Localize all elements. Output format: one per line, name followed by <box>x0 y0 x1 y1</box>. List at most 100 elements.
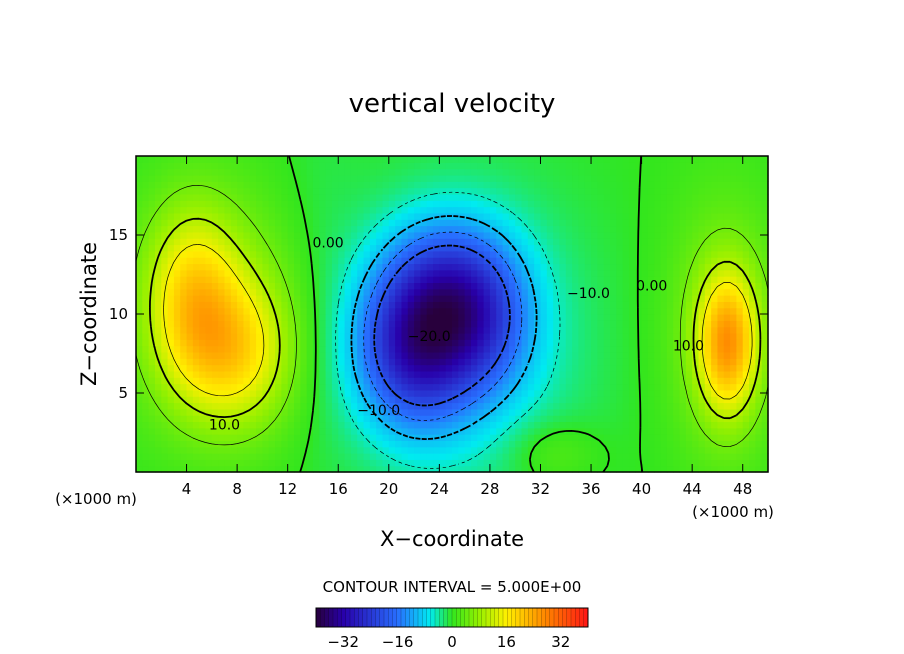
heatmap-cell <box>281 427 289 435</box>
heatmap-cell <box>736 181 744 189</box>
heatmap-cell <box>553 276 561 283</box>
heatmap-cell <box>508 181 516 189</box>
heatmap-cell <box>161 434 169 441</box>
heatmap-cell <box>205 187 213 195</box>
heatmap-cell <box>148 440 156 448</box>
heatmap-cell <box>186 351 194 359</box>
heatmap-cell <box>420 377 428 385</box>
heatmap-cell <box>755 162 763 170</box>
heatmap-cell <box>534 174 542 182</box>
heatmap-cell <box>698 174 706 182</box>
heatmap-cell <box>515 314 523 321</box>
heatmap-cell <box>565 446 573 454</box>
heatmap-cell <box>262 263 270 271</box>
chart-title: vertical velocity <box>349 89 556 119</box>
heatmap-cell <box>237 162 245 170</box>
heatmap-cell <box>464 162 472 170</box>
heatmap-cell <box>502 162 510 170</box>
heatmap-cell <box>243 219 251 227</box>
heatmap-cell <box>584 295 592 302</box>
heatmap-cell <box>489 320 497 328</box>
heatmap-cell <box>692 421 700 429</box>
heatmap-cell <box>660 244 668 252</box>
heatmap-cell <box>306 358 314 366</box>
heatmap-cell <box>730 339 737 347</box>
heatmap-cell <box>180 396 188 404</box>
heatmap-cell <box>357 364 365 372</box>
heatmap-cell <box>268 408 276 416</box>
heatmap-cell <box>698 301 706 309</box>
heatmap-cell <box>628 263 636 271</box>
heatmap-cell <box>673 415 681 423</box>
heatmap-cell <box>464 314 472 321</box>
heatmap-cell <box>559 389 567 397</box>
heatmap-cell <box>331 200 339 208</box>
heatmap-cell <box>230 219 238 227</box>
heatmap-cell <box>755 351 763 359</box>
heatmap-cell <box>344 345 352 353</box>
heatmap-cell <box>376 465 384 473</box>
heatmap-cell <box>262 314 270 321</box>
heatmap-cell <box>312 212 320 220</box>
heatmap-cell <box>470 225 478 233</box>
heatmap-cell <box>730 193 737 201</box>
heatmap-cell <box>723 421 731 429</box>
heatmap-cell <box>439 200 447 208</box>
heatmap-cell <box>452 326 459 334</box>
heatmap-cell <box>540 345 548 353</box>
heatmap-cell <box>268 314 276 321</box>
heatmap-cell <box>331 219 339 227</box>
heatmap-cell <box>477 427 485 435</box>
heatmap-cell <box>180 244 188 252</box>
heatmap-cell <box>445 193 453 201</box>
heatmap-cell <box>698 276 706 283</box>
heatmap-cell <box>161 351 169 359</box>
heatmap-cell <box>628 168 636 176</box>
heatmap-cell <box>673 282 681 290</box>
heatmap-cell <box>730 181 737 189</box>
heatmap-cell <box>142 377 150 385</box>
heatmap-cell <box>553 238 561 246</box>
heatmap-cell <box>572 332 579 340</box>
heatmap-cell <box>211 219 219 227</box>
heatmap-cell <box>243 295 251 302</box>
heatmap-cell <box>294 231 301 239</box>
heatmap-cell <box>294 193 301 201</box>
heatmap-cell <box>641 244 649 252</box>
heatmap-cell <box>698 295 706 302</box>
heatmap-cell <box>717 364 725 372</box>
heatmap-cell <box>445 238 453 246</box>
heatmap-cell <box>458 434 466 441</box>
heatmap-cell <box>508 269 516 277</box>
heatmap-cell <box>452 295 459 302</box>
heatmap-cell <box>256 408 263 416</box>
heatmap-cell <box>407 358 415 366</box>
heatmap-cell <box>546 320 554 328</box>
heatmap-cell <box>148 421 156 429</box>
heatmap-cell <box>508 370 516 378</box>
heatmap-cell <box>445 307 453 315</box>
heatmap-cell <box>483 408 491 416</box>
heatmap-cell <box>275 263 282 271</box>
heatmap-cell <box>401 446 409 454</box>
heatmap-cell <box>237 187 245 195</box>
heatmap-cell <box>458 193 466 201</box>
heatmap-cell <box>515 364 523 372</box>
heatmap-cell <box>426 181 434 189</box>
heatmap-cell <box>641 339 649 347</box>
heatmap-cell <box>489 257 497 265</box>
heatmap-cell <box>673 345 681 353</box>
heatmap-cell <box>470 174 478 182</box>
heatmap-cell <box>268 162 276 170</box>
heatmap-cell <box>230 427 238 435</box>
heatmap-cell <box>325 250 333 258</box>
heatmap-cell <box>628 282 636 290</box>
heatmap-cell <box>268 326 276 334</box>
heatmap-cell <box>350 295 358 302</box>
heatmap-cell <box>622 225 630 233</box>
heatmap-cell <box>736 225 744 233</box>
heatmap-cell <box>306 168 314 176</box>
heatmap-cell <box>755 396 763 404</box>
heatmap-cell <box>692 408 700 416</box>
heatmap-cell <box>654 156 662 163</box>
